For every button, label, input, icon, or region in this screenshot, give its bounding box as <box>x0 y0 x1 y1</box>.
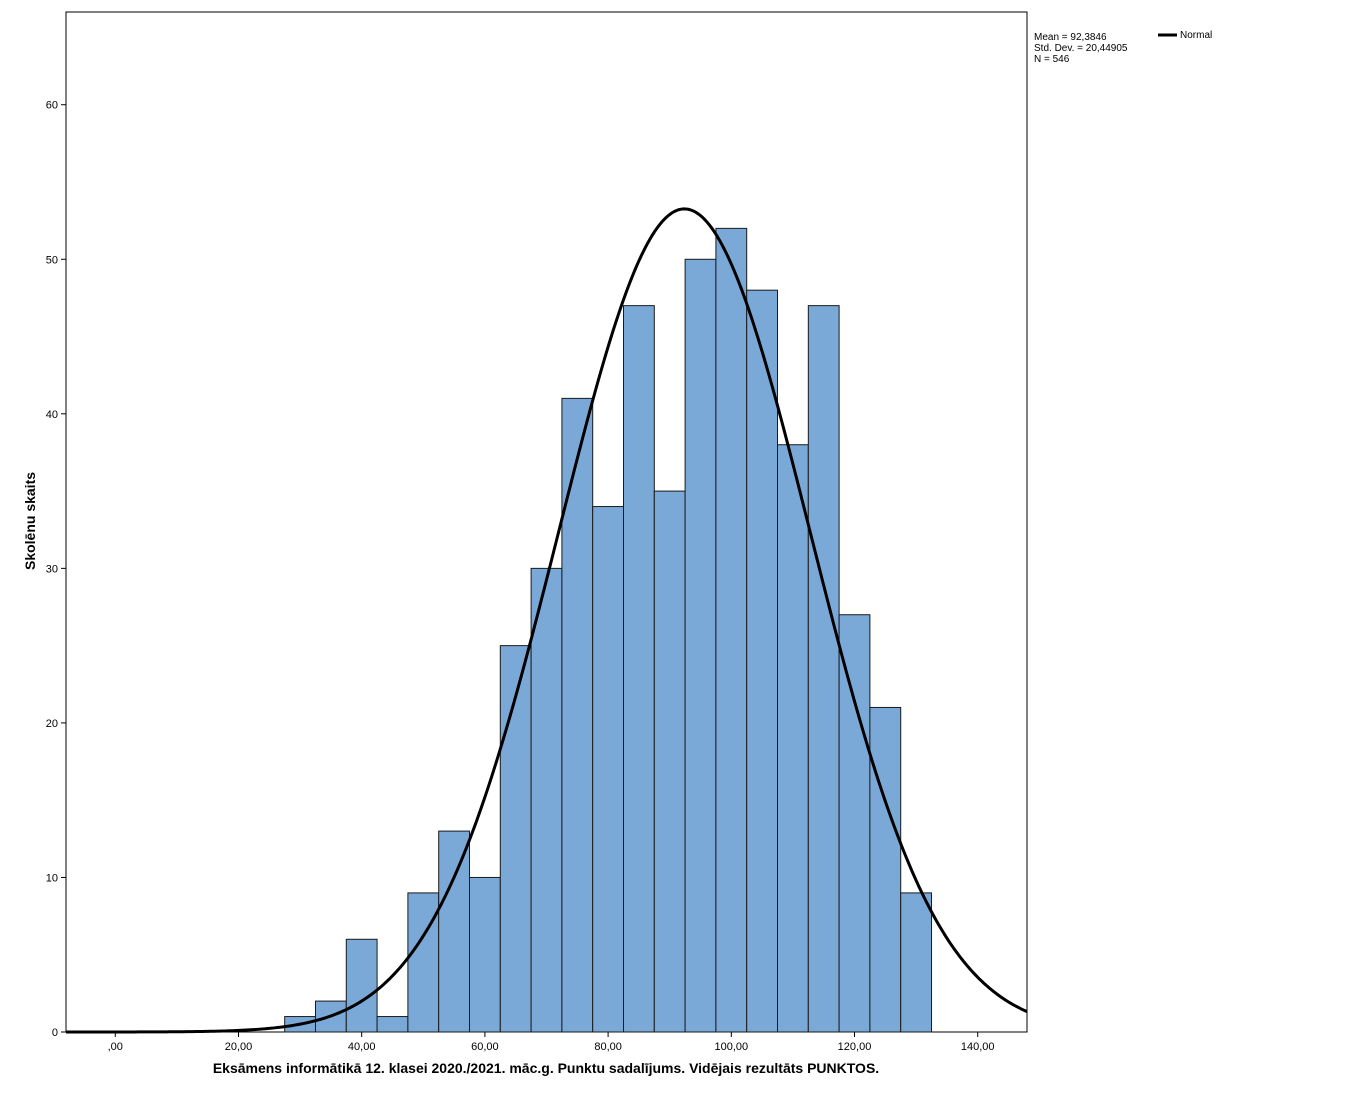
x-tick-label: 120,00 <box>838 1041 872 1053</box>
histogram-bar <box>684 258 717 1033</box>
y-tick-label: 0 <box>52 1027 58 1039</box>
histogram-bar <box>838 614 871 1033</box>
normal-curve <box>65 207 1028 1034</box>
n-text: N = 546 <box>1034 54 1070 65</box>
mean-text: Mean = 92,3846 <box>1034 32 1107 43</box>
y-axis: 0 10 20 30 40 50 60 <box>46 100 66 1039</box>
histogram-bar <box>653 490 686 1033</box>
histogram-bar <box>900 892 933 1033</box>
x-tick-label: 140,00 <box>961 1041 995 1053</box>
x-axis-title: Eksāmens informātikā 12. klasei 2020./20… <box>213 1060 879 1076</box>
legend: Normal <box>1158 30 1212 41</box>
x-tick-label: 40,00 <box>348 1041 376 1053</box>
histogram-bar <box>376 1016 409 1033</box>
y-tick-label: 60 <box>46 100 58 112</box>
y-axis-title: Skolēnu skaits <box>22 472 38 570</box>
histogram-bar <box>499 645 532 1033</box>
histogram-bar <box>561 397 594 1033</box>
histogram-bar <box>746 289 779 1033</box>
x-tick-label: 20,00 <box>225 1041 253 1053</box>
normal-curve-group <box>65 207 1028 1034</box>
y-tick-label: 40 <box>46 409 58 421</box>
x-tick-label: 60,00 <box>471 1041 499 1053</box>
y-tick-label: 10 <box>46 872 58 884</box>
legend-label: Normal <box>1180 30 1212 41</box>
x-axis: ,00 20,00 40,00 60,00 80,00 100,00 120,00 140,0… <box>108 1032 995 1053</box>
histogram-bar <box>777 444 809 1033</box>
histogram-bar <box>438 830 470 1033</box>
y-tick-label: 30 <box>46 563 58 575</box>
histogram-bar <box>715 227 748 1033</box>
histogram-bar <box>530 567 563 1033</box>
x-tick-label: 100,00 <box>714 1041 748 1053</box>
std-dev-text: Std. Dev. = 20,44905 <box>1034 43 1128 54</box>
histogram-bar <box>592 506 625 1033</box>
statistics-box: Mean = 92,3846 Std. Dev. = 20,44905 N = … <box>1034 32 1128 65</box>
histogram-bar <box>623 305 655 1033</box>
x-tick-label: ,00 <box>108 1041 123 1053</box>
x-tick-label: 80,00 <box>594 1041 622 1053</box>
histogram-bar <box>869 706 902 1033</box>
histogram-bar <box>468 876 501 1033</box>
histogram-bar <box>807 305 840 1033</box>
histogram-bar <box>407 892 440 1033</box>
y-tick-label: 20 <box>46 718 58 730</box>
histogram-bar <box>345 938 378 1033</box>
y-tick-label: 50 <box>46 254 58 266</box>
